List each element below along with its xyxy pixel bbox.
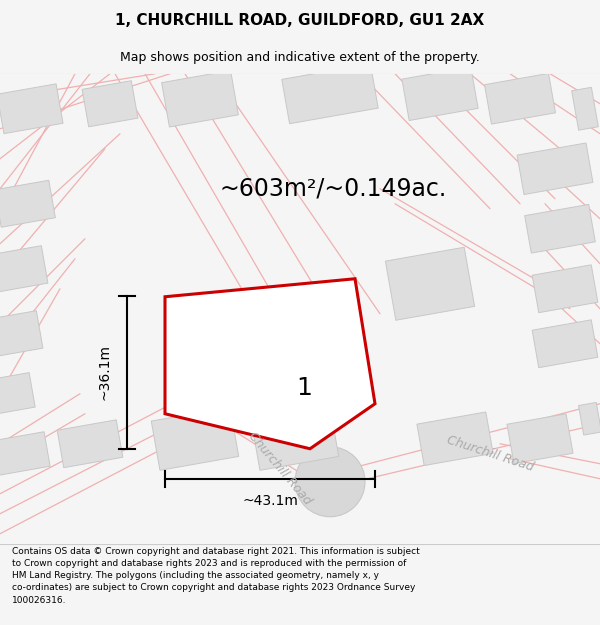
- Polygon shape: [282, 64, 378, 124]
- Polygon shape: [532, 320, 598, 368]
- Polygon shape: [251, 407, 339, 471]
- Text: ~36.1m: ~36.1m: [98, 344, 112, 400]
- Polygon shape: [57, 420, 123, 468]
- Polygon shape: [578, 402, 600, 435]
- Text: 1, CHURCHILL ROAD, GUILDFORD, GU1 2AX: 1, CHURCHILL ROAD, GUILDFORD, GU1 2AX: [115, 13, 485, 28]
- Polygon shape: [485, 73, 556, 124]
- Polygon shape: [402, 67, 478, 121]
- Text: ~603m²/~0.149ac.: ~603m²/~0.149ac.: [220, 177, 447, 201]
- Text: Churchill Road: Churchill Road: [445, 434, 535, 474]
- Polygon shape: [0, 180, 55, 228]
- Polygon shape: [165, 279, 375, 449]
- Text: Map shows position and indicative extent of the property.: Map shows position and indicative extent…: [120, 51, 480, 64]
- Polygon shape: [517, 143, 593, 194]
- Polygon shape: [385, 248, 475, 320]
- Polygon shape: [532, 265, 598, 312]
- Text: ~43.1m: ~43.1m: [242, 494, 298, 508]
- Text: Contains OS data © Crown copyright and database right 2021. This information is : Contains OS data © Crown copyright and d…: [12, 547, 420, 604]
- Polygon shape: [0, 311, 43, 357]
- Text: Churchill Road: Churchill Road: [246, 430, 314, 508]
- Polygon shape: [0, 84, 63, 134]
- Circle shape: [295, 447, 365, 517]
- Polygon shape: [0, 372, 35, 415]
- Polygon shape: [161, 71, 238, 127]
- Text: 1: 1: [296, 376, 312, 401]
- Polygon shape: [0, 246, 48, 292]
- Polygon shape: [572, 88, 598, 130]
- Polygon shape: [0, 432, 50, 476]
- Polygon shape: [507, 414, 573, 464]
- Polygon shape: [151, 407, 239, 471]
- Polygon shape: [417, 412, 493, 466]
- Polygon shape: [82, 81, 138, 127]
- Polygon shape: [524, 204, 595, 253]
